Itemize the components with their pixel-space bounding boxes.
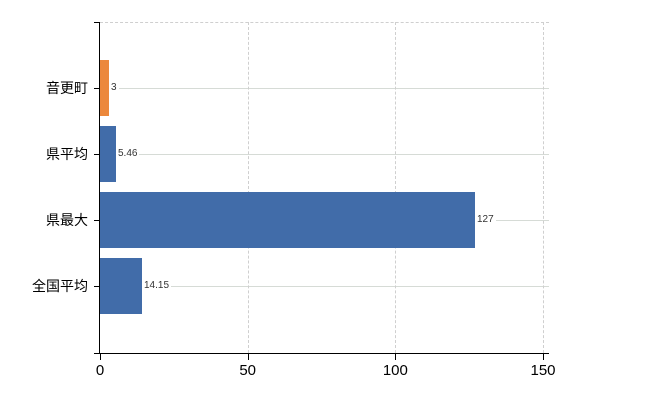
bar-value-label: 3 [109, 82, 119, 94]
x-axis-tick-label: 150 [530, 362, 556, 379]
x-axis-tick [100, 354, 101, 360]
gridline-horizontal [100, 88, 549, 89]
bar-2 [100, 192, 475, 248]
gridline-horizontal [100, 154, 549, 155]
bar-0 [100, 60, 109, 116]
gridline-vertical [247, 22, 249, 353]
x-axis-line [94, 353, 549, 354]
x-axis-tick-label: 0 [95, 362, 105, 379]
category-label: 県最大 [46, 212, 88, 228]
x-axis-tick [247, 354, 249, 360]
gridline-vertical [395, 22, 397, 353]
x-axis-tick-label: 100 [382, 362, 408, 379]
y-axis-tick [94, 22, 99, 23]
bar-value-label: 14.15 [142, 280, 172, 292]
bar-value-label: 5.46 [116, 148, 140, 160]
bar-1 [100, 126, 116, 182]
y-axis-tick [94, 286, 99, 287]
x-axis-tick [395, 354, 397, 360]
bar-3 [100, 258, 142, 314]
category-label: 音更町 [46, 80, 88, 96]
category-label: 県平均 [46, 146, 88, 162]
gridline-horizontal [100, 286, 549, 287]
bar-value-label: 127 [475, 214, 496, 226]
y-axis-tick [94, 88, 99, 89]
x-axis-tick-label: 50 [239, 362, 256, 379]
x-axis-tick [543, 354, 544, 360]
y-axis-tick [94, 220, 99, 221]
plot-top-border [100, 22, 549, 23]
category-label: 全国平均 [32, 278, 88, 294]
y-axis-line [99, 22, 100, 353]
y-axis-tick [94, 154, 99, 155]
gridline-vertical [543, 22, 544, 353]
